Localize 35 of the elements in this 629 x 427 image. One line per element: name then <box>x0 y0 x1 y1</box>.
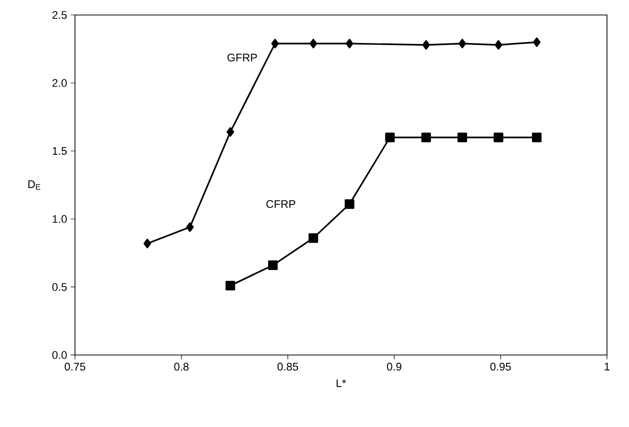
point <box>310 38 318 48</box>
point <box>344 199 354 209</box>
y-axis-title: D$_{E}$ <box>28 180 40 190</box>
y-tick-label: 1.5 <box>52 147 67 155</box>
point <box>458 38 466 48</box>
point <box>346 38 354 48</box>
point <box>532 37 541 47</box>
point <box>421 132 431 142</box>
x-tick-label: 0.85 <box>278 362 298 371</box>
point <box>144 238 152 248</box>
x-axis-title: L* <box>336 379 346 388</box>
point <box>532 132 542 142</box>
point <box>308 233 318 243</box>
point <box>186 222 194 232</box>
point <box>226 127 234 137</box>
point <box>385 132 395 142</box>
x-tick-label: 0.8 <box>174 362 189 371</box>
y-tick-label: 2.5 <box>52 11 67 19</box>
point <box>226 280 236 290</box>
x-tick-label: 0.9 <box>386 362 402 371</box>
text: CFRP <box>266 200 296 208</box>
y-tick-label: 1.0 <box>52 215 67 223</box>
point <box>268 260 278 270</box>
series-label: GFRP <box>227 54 257 62</box>
point <box>494 132 504 142</box>
y-tick-label: 0.0 <box>52 351 67 359</box>
y-tick-label: 2.0 <box>52 79 67 87</box>
point <box>494 40 502 50</box>
x-tick-label: 0.95 <box>490 362 511 371</box>
point <box>271 38 279 48</box>
point <box>422 40 430 50</box>
point <box>457 132 468 142</box>
y-tick-label: 0.5 <box>52 283 67 291</box>
x-tick-label: 0.75 <box>64 362 86 371</box>
x-tick-label: 1 <box>604 362 610 370</box>
